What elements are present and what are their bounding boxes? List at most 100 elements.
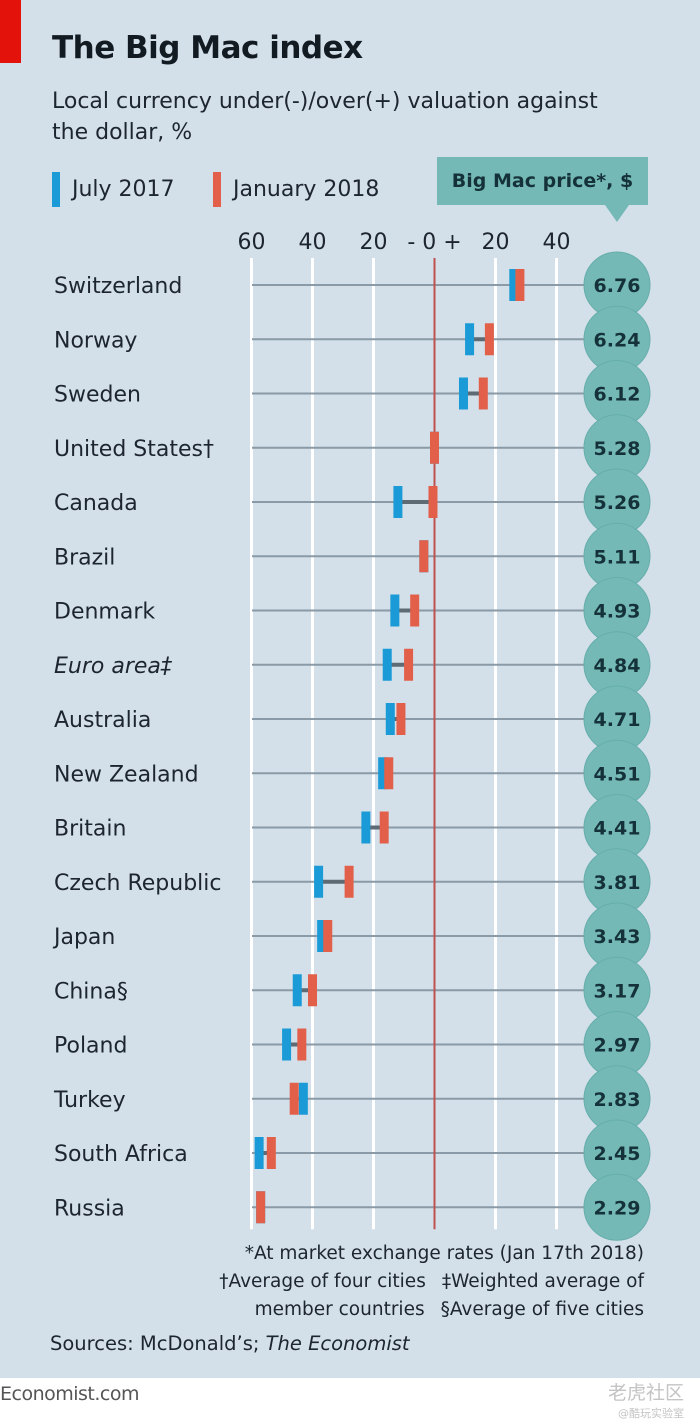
- legend-january-2018: January 2018: [213, 172, 379, 207]
- watermark-line-1: 老虎社区: [607, 1382, 684, 1404]
- country-label: Canada: [54, 491, 138, 516]
- marker-january-2018: [515, 269, 525, 301]
- country-row: Norway 6.24: [54, 323, 641, 356]
- country-row: Switzerland 6.76: [54, 269, 640, 301]
- economist-red-tag: [0, 0, 21, 63]
- marker-january-2018: [396, 703, 406, 735]
- country-row: Denmark 4.93: [54, 594, 641, 627]
- rows-layer: Switzerland 6.76 Norway 6.24 Sweden 6.12 Unite…: [52, 251, 651, 1241]
- footnote-double-dagger: ‡Weighted average of: [441, 1271, 644, 1292]
- marker-july-2017: [390, 594, 400, 627]
- x-tick-label: 20: [360, 230, 388, 255]
- price-label: 5.11: [594, 546, 641, 568]
- price-label: 4.41: [594, 818, 641, 840]
- marker-january-2018: [430, 431, 439, 464]
- sources: Sources: McDonald’s; The Economist: [50, 1332, 410, 1355]
- marker-january-2018: [428, 486, 438, 518]
- brand-economist-com: Economist.com: [0, 1383, 140, 1405]
- price-label: 4.93: [594, 601, 641, 623]
- country-label: New Zealand: [54, 762, 199, 787]
- country-row: Brazil 5.11: [54, 540, 641, 573]
- marker-july-2017: [298, 1082, 308, 1115]
- x-tick-label: 40: [543, 230, 571, 255]
- country-row: Japan 3.43: [52, 920, 640, 952]
- marker-january-2018: [323, 920, 333, 952]
- price-bubble: [583, 1173, 651, 1241]
- price-label: 2.29: [594, 1197, 641, 1219]
- country-label: Australia: [54, 708, 151, 733]
- chart-title: The Big Mac index: [52, 30, 363, 66]
- marker-january-2018: [379, 811, 389, 844]
- price-label: 3.43: [594, 926, 641, 948]
- country-label: Poland: [54, 1034, 127, 1059]
- marker-january-2018: [297, 1028, 307, 1061]
- marker-july-2017: [361, 811, 371, 844]
- country-row: South Africa 2.45: [54, 1137, 640, 1169]
- price-label: 3.81: [594, 872, 641, 894]
- country-label: South Africa: [54, 1142, 188, 1167]
- marker-january-2018: [256, 1191, 266, 1224]
- country-row: United States† 5.28: [54, 431, 640, 464]
- country-row: Poland 2.97: [54, 1028, 641, 1061]
- country-label: Euro area‡: [54, 654, 173, 679]
- marker-january-2018: [384, 757, 394, 790]
- marker-july-2017: [378, 757, 388, 790]
- country-row: Russia 2.29: [54, 1191, 641, 1224]
- country-label: Brazil: [54, 545, 115, 570]
- x-tick-label: 40: [299, 230, 327, 255]
- marker-july-2017: [382, 648, 392, 681]
- country-row: New Zealand 4.51: [54, 757, 641, 790]
- watermark: 老虎社区 @酷玩实验室: [608, 1378, 684, 1421]
- country-label: Switzerland: [54, 274, 182, 299]
- marker-january-2018: [289, 1082, 299, 1115]
- country-label: Britain: [54, 817, 126, 842]
- price-label: 5.26: [594, 492, 641, 514]
- price-label: 6.12: [594, 384, 641, 406]
- footnote-section: §Average of five cities: [440, 1299, 644, 1320]
- footnote-double-dagger-cont: member countries: [254, 1299, 425, 1320]
- country-row: Czech Republic 3.81: [54, 865, 641, 898]
- footnote-line-1: *At market exchange rates (Jan 17th 2018…: [244, 1243, 644, 1264]
- country-row: Euro area‡ 4.84: [54, 648, 641, 681]
- price-header-pointer: [605, 205, 629, 222]
- marker-july-2017: [292, 974, 302, 1007]
- country-label: Japan: [52, 925, 115, 950]
- chart-subtitle: Local currency under(-)/over(+) valuatio…: [52, 89, 598, 145]
- price-label: 6.76: [594, 275, 641, 297]
- marker-january-2018: [484, 323, 494, 356]
- marker-july-2017: [458, 377, 468, 410]
- marker-january-2018: [478, 377, 488, 410]
- price-label: 3.17: [594, 980, 641, 1002]
- footnote-line-3: member countries §Average of five cities: [219, 1296, 644, 1324]
- marker-january-2018: [404, 648, 414, 681]
- x-tick-label: 60: [238, 230, 266, 255]
- legend-label-january-2018: January 2018: [233, 177, 380, 202]
- price-label: 2.45: [594, 1143, 641, 1165]
- marker-july-2017: [393, 486, 403, 518]
- country-label: Norway: [54, 328, 137, 353]
- price-label: 4.84: [594, 655, 641, 677]
- footnotes: *At market exchange rates (Jan 17th 2018…: [219, 1240, 644, 1324]
- price-bubbles: [583, 251, 651, 1241]
- legend-label-july-2017: July 2017: [72, 177, 175, 202]
- country-label: United States†: [54, 437, 214, 462]
- marker-january-2018: [410, 594, 420, 627]
- sources-italic: The Economist: [265, 1332, 410, 1355]
- country-label: Denmark: [54, 600, 155, 625]
- price-label: 4.51: [594, 763, 641, 785]
- price-label: 2.97: [594, 1035, 641, 1057]
- country-row: China§ 3.17: [54, 974, 641, 1007]
- price-label: 2.83: [594, 1089, 641, 1111]
- marker-july-2017: [509, 269, 519, 301]
- x-axis-ticks: 60 40 20 - 0 + 20 40: [238, 230, 571, 255]
- marker-january-2018: [419, 540, 429, 573]
- marker-july-2017: [282, 1028, 292, 1061]
- sources-prefix: Sources: McDonald’s;: [50, 1332, 266, 1355]
- marker-january-2018: [308, 974, 317, 1007]
- marker-july-2017: [314, 865, 324, 898]
- footnote-line-2: †Average of four cities ‡Weighted average…: [219, 1268, 644, 1296]
- legend-swatch-january-2018: [213, 172, 221, 207]
- marker-july-2017: [317, 920, 327, 952]
- price-label: 6.24: [594, 329, 641, 351]
- chart-plot: 60 40 20 - 0 + 20 40 Switzerland 6.76 Norway 6.2…: [52, 230, 651, 1241]
